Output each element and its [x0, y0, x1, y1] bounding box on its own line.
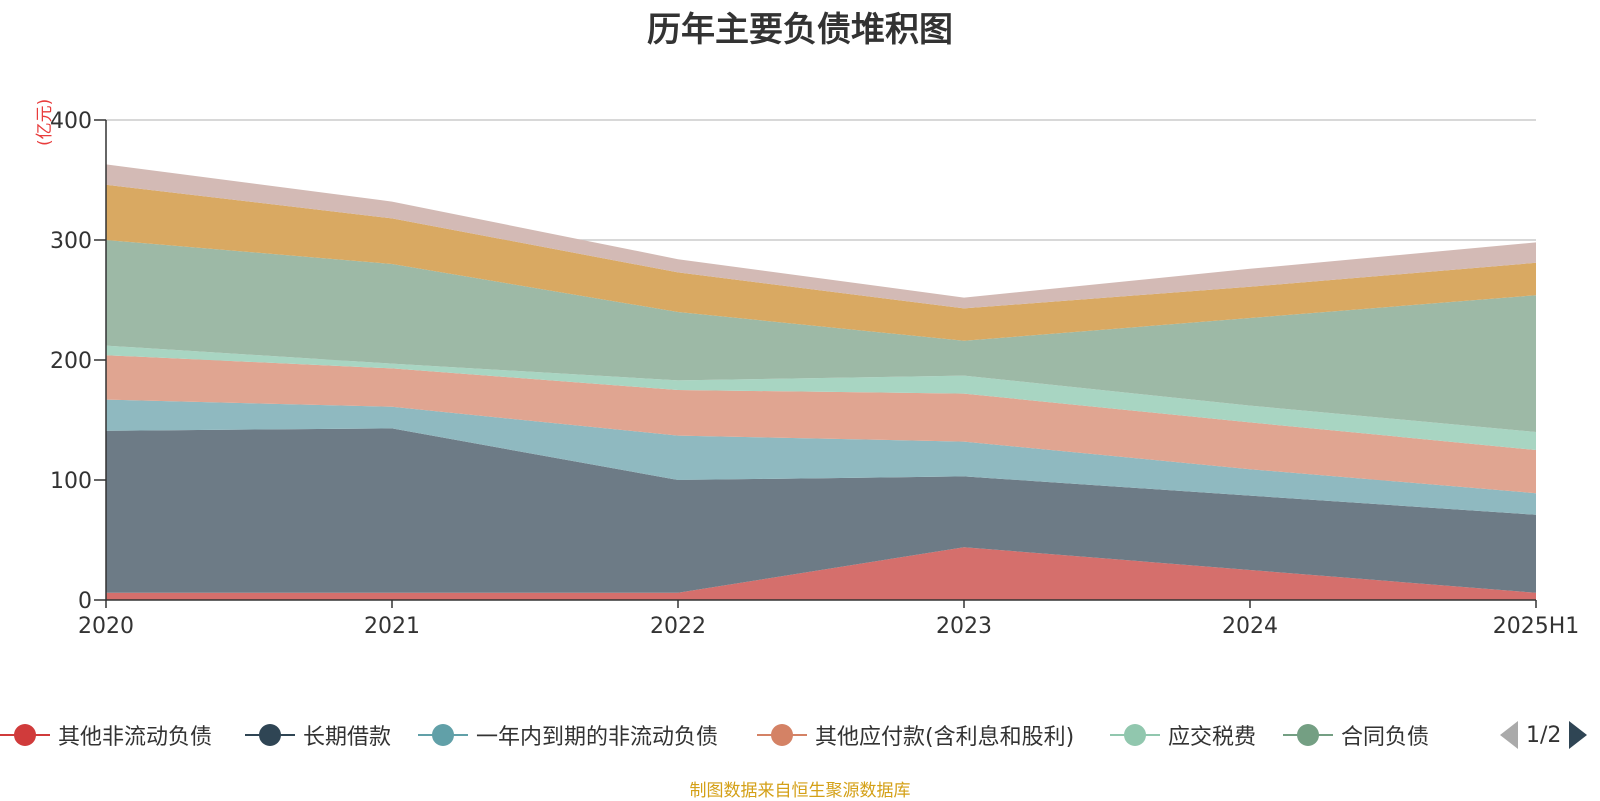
- x-tick-label: 2024: [1222, 614, 1278, 639]
- area-series-1: [106, 428, 1536, 593]
- y-tick-label: 400: [50, 109, 92, 134]
- legend-label: 一年内到期的非流动负债: [476, 725, 719, 750]
- source-note: 制图数据来自恒生聚源数据库: [689, 781, 911, 801]
- legend-marker-icon: [0, 718, 50, 752]
- legend-page-indicator: 1/2: [1526, 722, 1562, 748]
- y-tick-label: 200: [50, 349, 92, 374]
- legend-label: 其他应付款(含利息和股利): [815, 725, 1075, 750]
- area-series: [106, 164, 1536, 600]
- x-tick-label: 2023: [936, 614, 992, 639]
- axes: 0 100 200 300 400 2020 2021 2022 2023 2024 2025H1: [50, 109, 1579, 639]
- legend-item-5[interactable]: 合同负债: [1283, 718, 1429, 752]
- area-series-6: [106, 184, 1536, 341]
- area-series-2: [106, 399, 1536, 515]
- area-series-7: [106, 164, 1536, 309]
- area-series-5: [106, 240, 1536, 432]
- x-tick-label: 2022: [650, 614, 706, 639]
- legend-label: 合同负债: [1341, 725, 1430, 750]
- legend: 其他非流动负债 长期借款 一年内到期的非流动负债 其他应付款(含利息和股利) 应…: [0, 718, 1600, 752]
- legend-pager: 1/2: [1500, 718, 1588, 752]
- legend-item-3[interactable]: 其他应付款(含利息和股利): [757, 718, 1074, 752]
- chart-plot: 0 100 200 300 400 2020 2021 2022 2023 2024 2025H1: [50, 109, 1579, 639]
- legend-item-2[interactable]: 一年内到期的非流动负债: [418, 718, 718, 752]
- x-tick-label: 2025H1: [1493, 614, 1580, 639]
- y-tick-label: 0: [78, 589, 92, 614]
- y-tick-label: 300: [50, 229, 92, 254]
- x-tick-label: 2020: [78, 614, 134, 639]
- legend-label: 其他非流动负债: [58, 725, 213, 750]
- legend-marker-icon: [418, 718, 468, 752]
- legend-item-4[interactable]: 应交税费: [1110, 718, 1256, 752]
- legend-marker-icon: [245, 718, 295, 752]
- triangle-left-icon[interactable]: [1500, 721, 1518, 749]
- area-series-0: [106, 547, 1536, 600]
- triangle-right-icon[interactable]: [1569, 721, 1588, 749]
- chart-title: 历年主要负债堆积图: [647, 10, 953, 50]
- legend-marker-icon: [1283, 718, 1333, 752]
- area-series-4: [106, 345, 1536, 450]
- legend-label: 应交税费: [1168, 725, 1257, 750]
- x-tick-label: 2021: [364, 614, 420, 639]
- legend-item-1[interactable]: 长期借款: [245, 718, 391, 752]
- area-series-3: [106, 355, 1536, 494]
- legend-label: 长期借款: [303, 725, 392, 750]
- legend-marker-icon: [757, 718, 807, 752]
- legend-marker-icon: [1110, 718, 1160, 752]
- legend-item-0[interactable]: 其他非流动负债: [0, 718, 212, 752]
- y-tick-label: 100: [50, 469, 92, 494]
- y-axis-unit-label: (亿元): [35, 98, 55, 146]
